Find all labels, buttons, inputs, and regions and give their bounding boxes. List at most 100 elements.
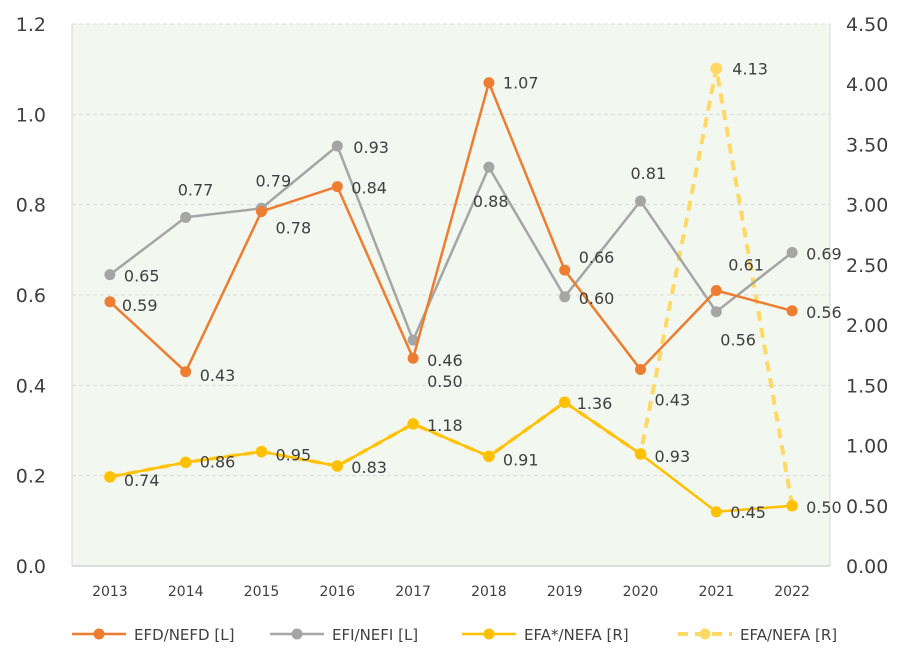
data-label: 0.69 bbox=[806, 245, 842, 264]
data-label: 0.50 bbox=[806, 498, 842, 517]
data-label: 0.91 bbox=[503, 450, 539, 469]
series-point bbox=[483, 161, 495, 173]
data-label: 0.66 bbox=[579, 248, 615, 267]
legend-marker bbox=[93, 628, 105, 640]
data-label: 0.93 bbox=[655, 447, 691, 466]
data-label: 0.59 bbox=[122, 296, 158, 315]
data-label: 0.56 bbox=[720, 331, 756, 350]
series-point bbox=[635, 448, 646, 460]
legend-marker bbox=[699, 628, 711, 640]
series-point bbox=[180, 366, 192, 378]
left-tick-label: 0.2 bbox=[16, 466, 46, 488]
data-label: 0.83 bbox=[351, 458, 387, 477]
series-point bbox=[104, 296, 116, 308]
series-point bbox=[180, 211, 192, 223]
data-label: 0.74 bbox=[124, 471, 160, 490]
data-label: 0.77 bbox=[178, 180, 214, 199]
x-tick-label: 2017 bbox=[395, 584, 431, 600]
data-label: 0.46 bbox=[427, 351, 463, 370]
data-label: 0.43 bbox=[200, 366, 236, 385]
series-point bbox=[559, 264, 571, 276]
left-tick-label: 0.0 bbox=[16, 556, 46, 578]
series-point bbox=[710, 506, 722, 518]
data-label: 0.60 bbox=[579, 289, 615, 308]
series-point bbox=[256, 446, 267, 458]
data-label: 1.36 bbox=[577, 394, 613, 413]
x-tick-label: 2022 bbox=[774, 584, 810, 600]
x-tick-label: 2014 bbox=[168, 584, 204, 600]
data-label: 0.65 bbox=[124, 267, 160, 286]
data-label: 0.86 bbox=[200, 452, 236, 471]
x-tick-label: 2020 bbox=[623, 584, 659, 600]
series-point bbox=[331, 181, 343, 193]
x-tick-label: 2021 bbox=[698, 584, 734, 600]
data-label: 0.84 bbox=[351, 179, 387, 198]
series-point bbox=[710, 306, 722, 318]
legend-label: EFD/NEFD [L] bbox=[134, 626, 234, 644]
right-tick-label: 2.50 bbox=[846, 255, 888, 277]
left-tick-label: 0.6 bbox=[16, 285, 46, 307]
series-point bbox=[407, 418, 419, 430]
series-point bbox=[635, 364, 646, 376]
series-point bbox=[483, 450, 495, 462]
series-point bbox=[180, 456, 192, 468]
data-label: 0.81 bbox=[631, 164, 667, 183]
data-label: 0.61 bbox=[728, 255, 764, 274]
left-tick-label: 0.8 bbox=[16, 195, 46, 217]
series-point bbox=[331, 140, 343, 152]
right-tick-label: 4.50 bbox=[846, 14, 888, 36]
right-tick-label: 4.00 bbox=[846, 74, 888, 96]
legend-marker bbox=[291, 628, 303, 640]
series-point bbox=[407, 352, 419, 364]
x-tick-label: 2016 bbox=[319, 584, 355, 600]
left-tick-label: 1.0 bbox=[16, 104, 46, 126]
data-label: 0.78 bbox=[276, 218, 312, 237]
series-point bbox=[786, 305, 798, 317]
series-point bbox=[710, 62, 723, 75]
series-line bbox=[109, 81, 793, 374]
series-point bbox=[710, 284, 722, 296]
x-tick-label: 2018 bbox=[471, 584, 507, 600]
data-label: 0.79 bbox=[256, 171, 292, 190]
data-label: 0.43 bbox=[655, 391, 691, 410]
data-label: 1.18 bbox=[427, 416, 463, 435]
right-tick-label: 1.00 bbox=[846, 436, 888, 458]
left-tick-label: 0.4 bbox=[16, 375, 46, 397]
series-point bbox=[559, 396, 571, 408]
data-label: 0.95 bbox=[276, 446, 312, 465]
data-label: 0.88 bbox=[473, 192, 509, 211]
data-label: 0.45 bbox=[730, 503, 766, 522]
series-point bbox=[786, 500, 798, 512]
right-tick-label: 0.00 bbox=[846, 556, 888, 578]
series-point bbox=[256, 205, 267, 217]
data-label: 1.07 bbox=[503, 74, 539, 93]
x-tick-label: 2013 bbox=[92, 584, 128, 600]
right-tick-label: 3.00 bbox=[846, 195, 888, 217]
right-tick-label: 1.50 bbox=[846, 375, 888, 397]
right-tick-label: 0.50 bbox=[846, 496, 888, 518]
series-point bbox=[559, 291, 571, 303]
left-tick-label: 1.2 bbox=[16, 14, 46, 36]
series-line bbox=[109, 144, 793, 342]
data-label: 0.50 bbox=[427, 372, 463, 391]
x-tick-label: 2015 bbox=[244, 584, 280, 600]
series-point bbox=[104, 269, 116, 281]
right-tick-label: 3.50 bbox=[846, 134, 888, 156]
x-tick-label: 2019 bbox=[547, 584, 583, 600]
series-point bbox=[635, 195, 646, 207]
data-label: 4.13 bbox=[732, 60, 768, 79]
legend-label: EFA*/NEFA [R] bbox=[524, 626, 629, 644]
series-point bbox=[104, 471, 116, 483]
series-line bbox=[109, 400, 793, 514]
series-point bbox=[786, 247, 798, 259]
legend-label: EFI/NEFI [L] bbox=[332, 626, 418, 644]
series-point bbox=[331, 460, 343, 472]
legend-label: EFA/NEFA [R] bbox=[740, 626, 837, 644]
data-label: 0.56 bbox=[806, 303, 842, 322]
data-label: 0.93 bbox=[353, 138, 389, 157]
right-tick-label: 2.00 bbox=[846, 315, 888, 337]
series-point bbox=[483, 77, 495, 89]
series-point bbox=[407, 334, 419, 346]
